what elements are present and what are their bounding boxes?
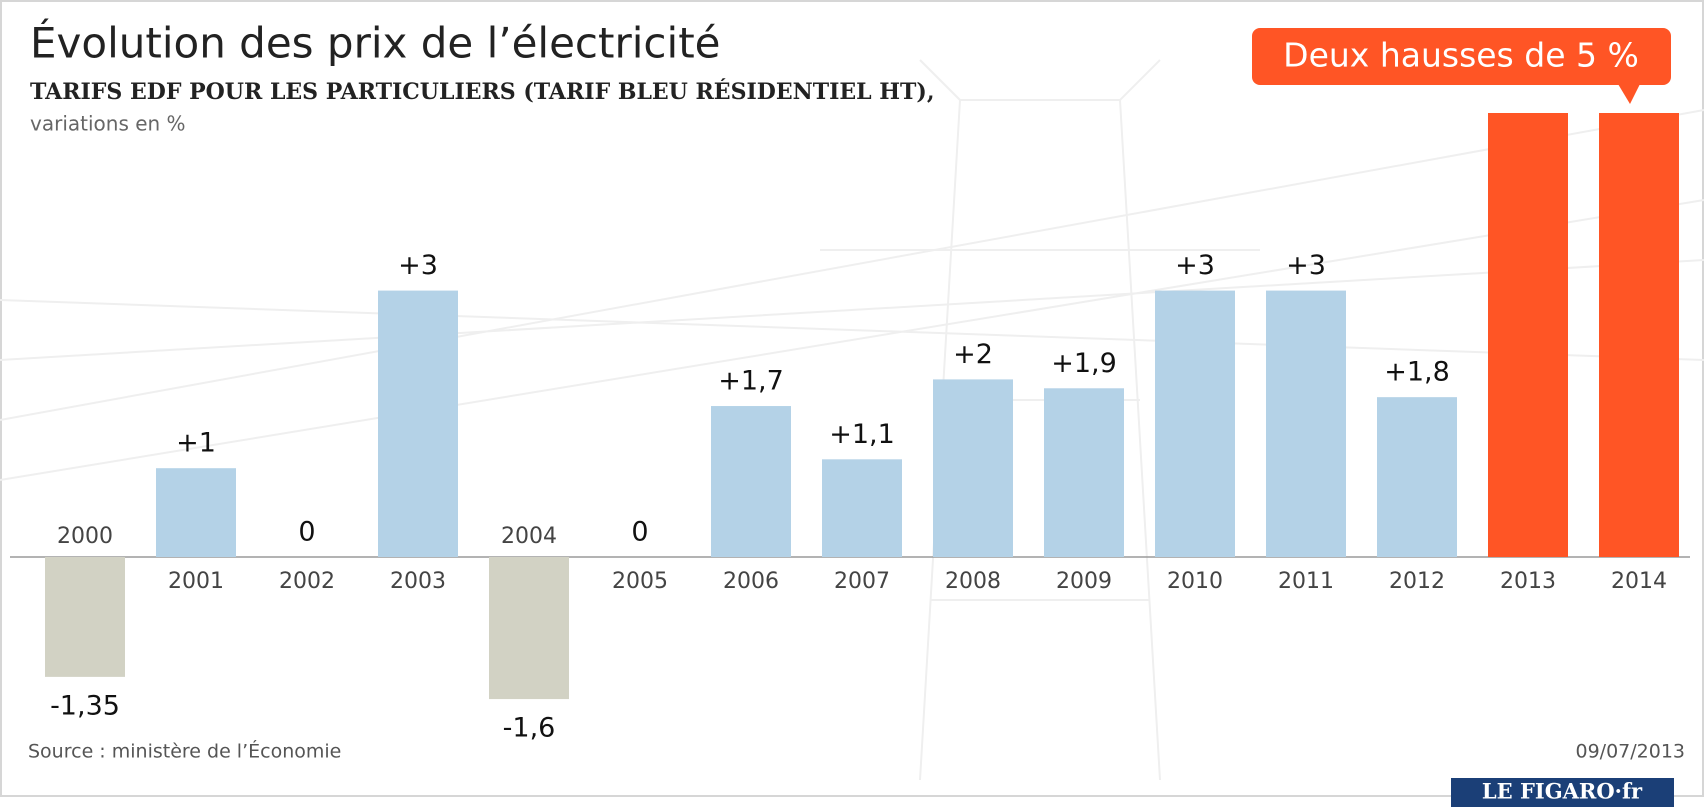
x-tick-label: 2012 (1389, 569, 1445, 594)
date: 09/07/2013 (1575, 741, 1685, 763)
bar (1266, 291, 1346, 557)
unit-note: variations en % (30, 112, 186, 136)
x-tick-label: 2003 (390, 569, 446, 594)
bar (1044, 388, 1124, 557)
value-label: +1,1 (829, 419, 895, 450)
annotation: Deux hausses de 5 % (1283, 36, 1639, 75)
x-tick-label: 2009 (1056, 569, 1112, 594)
x-tick-label: 2006 (723, 569, 779, 594)
x-tick-label: 2011 (1278, 569, 1334, 594)
source: Source : ministère de l’Économie (28, 740, 341, 763)
x-tick-label: 2000 (57, 524, 113, 549)
x-tick-label: 2008 (945, 569, 1001, 594)
value-label: +3 (398, 250, 438, 281)
x-tick-label: 2014 (1611, 569, 1667, 594)
value-label: 0 (631, 517, 648, 548)
x-tick-label: 2007 (834, 569, 890, 594)
x-tick-label: 2010 (1167, 569, 1223, 594)
value-label: +3 (1286, 250, 1326, 281)
x-tick-label: 2005 (612, 569, 668, 594)
bar (378, 291, 458, 557)
chart: Évolution des prix de l’électricité TARI… (0, 0, 1704, 807)
bar (489, 557, 569, 699)
chart-subtitle: TARIFS EDF POUR LES PARTICULIERS (TARIF … (30, 78, 935, 105)
x-tick-label: 2001 (168, 569, 224, 594)
value-label: +1 (176, 428, 216, 459)
bar (45, 557, 125, 677)
x-tick-label: 2013 (1500, 569, 1556, 594)
bar (1488, 113, 1568, 557)
bar (933, 379, 1013, 557)
value-label: +1,7 (718, 366, 784, 397)
value-label: -1,35 (50, 690, 120, 721)
bar (1155, 291, 1235, 557)
x-tick-label: 2004 (501, 524, 557, 549)
logo: LE FIGARO·fr (1482, 779, 1643, 804)
bar (822, 459, 902, 557)
value-label: +2 (953, 339, 993, 370)
value-label: +1,8 (1384, 357, 1450, 388)
bar (1377, 397, 1457, 557)
chart-title: Évolution des prix de l’électricité (30, 18, 721, 68)
value-label: +3 (1175, 250, 1215, 281)
value-label: -1,6 (503, 713, 556, 744)
bar (711, 406, 791, 557)
bar (1599, 113, 1679, 557)
bar (156, 468, 236, 557)
value-label: 0 (298, 517, 315, 548)
x-tick-label: 2002 (279, 569, 335, 594)
value-label: +1,9 (1051, 348, 1117, 379)
